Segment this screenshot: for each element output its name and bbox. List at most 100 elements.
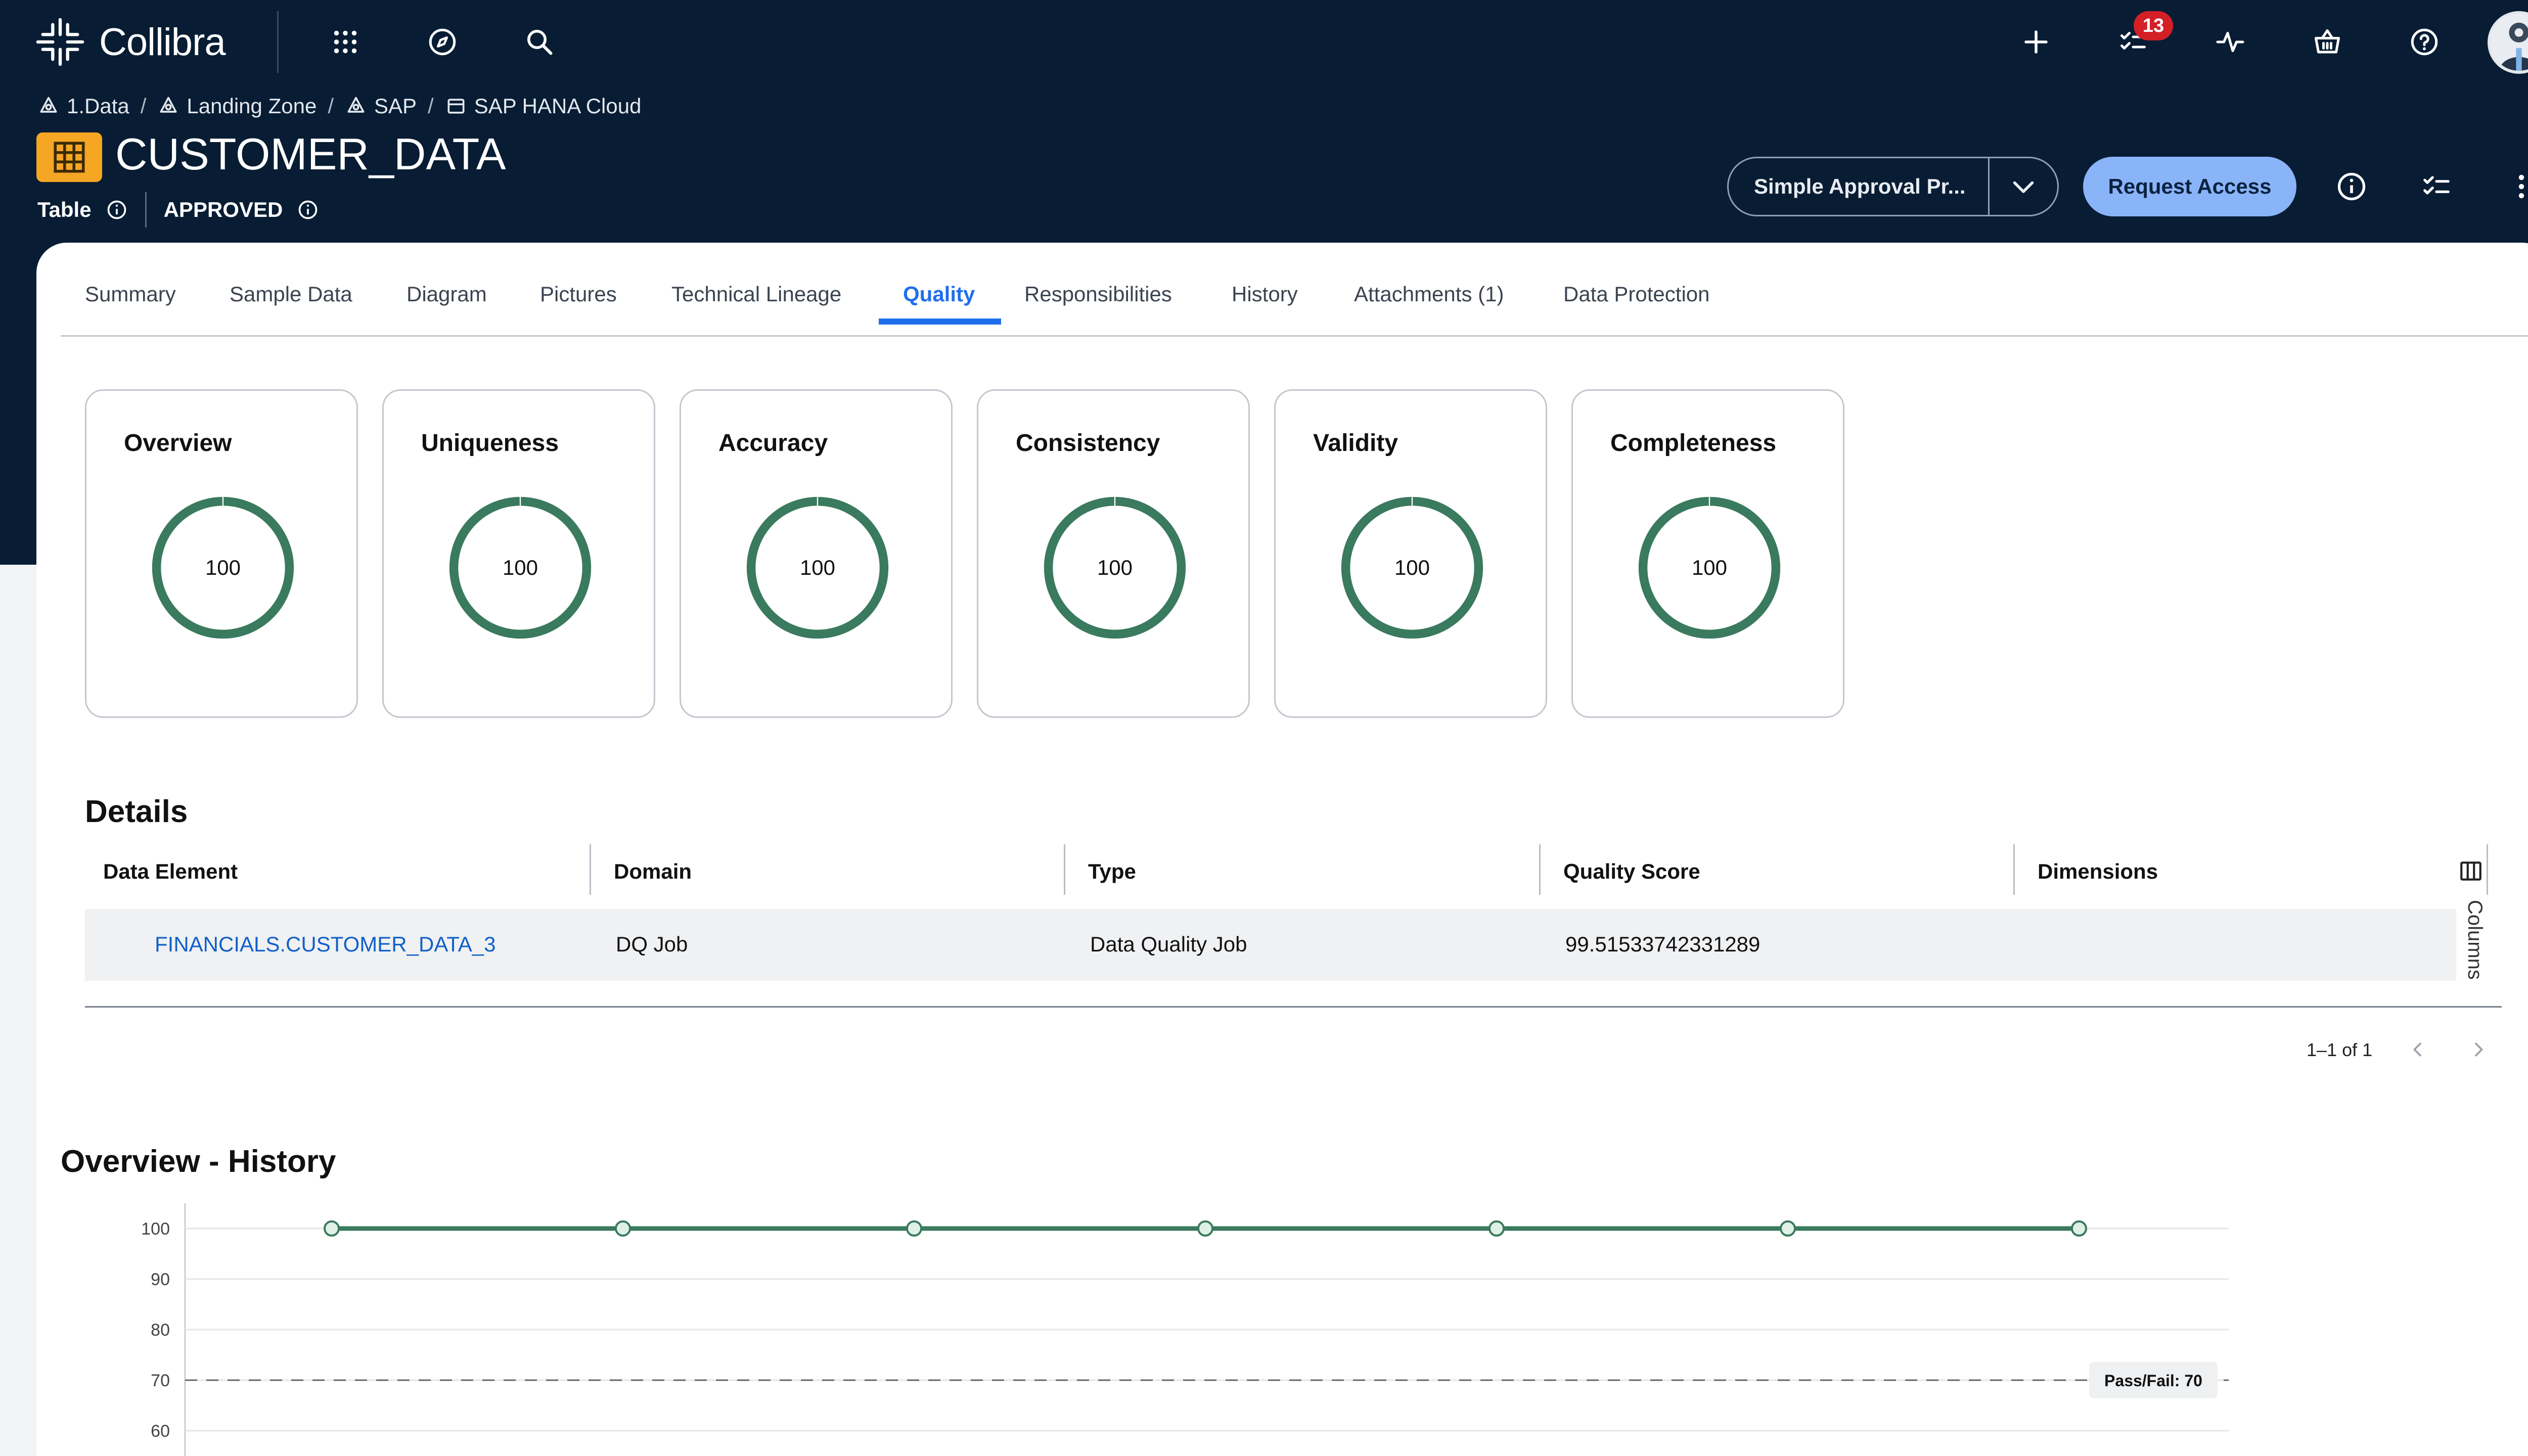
info-icon[interactable] — [297, 199, 319, 221]
table-row[interactable]: FINANCIALS.CUSTOMER_DATA_3 DQ Job Data Q… — [85, 909, 2456, 981]
metric-card-consistency[interactable]: Consistency 100 — [977, 389, 1250, 718]
metric-gauge — [1638, 496, 1781, 639]
column-header-type[interactable]: Type — [1088, 859, 1136, 883]
previous-page-button[interactable] — [2403, 1034, 2433, 1065]
metric-gauge — [746, 496, 889, 639]
y-tick-label: 100 — [141, 1219, 170, 1239]
tab-summary[interactable]: Summary — [85, 282, 176, 306]
tab-quality[interactable]: Quality — [903, 282, 975, 306]
tab-history[interactable]: History — [1232, 282, 1298, 306]
metric-card-validity[interactable]: Validity 100 — [1274, 389, 1547, 718]
community-icon — [40, 97, 57, 113]
help-icon[interactable] — [2406, 23, 2443, 61]
columns-panel-toggle[interactable]: Columns — [2464, 900, 2486, 980]
metric-title: Overview — [124, 430, 232, 457]
activity-icon[interactable] — [2211, 23, 2249, 61]
app-name: Collibra — [99, 20, 226, 64]
metric-title: Uniqueness — [421, 430, 559, 457]
metric-card-completeness[interactable]: Completeness 100 — [1571, 389, 1844, 718]
column-resize-handle[interactable] — [2487, 844, 2488, 895]
tab-pictures[interactable]: Pictures — [540, 282, 617, 306]
info-icon[interactable] — [2333, 168, 2370, 205]
tab-bar — [61, 275, 2528, 337]
data-element-link[interactable]: FINANCIALS.CUSTOMER_DATA_3 — [155, 932, 496, 956]
metric-value: 100 — [1394, 556, 1430, 579]
breadcrumb-item[interactable]: Landing Zone — [187, 94, 317, 118]
breadcrumb-item[interactable]: 1.Data — [67, 94, 129, 118]
metric-gauge — [152, 496, 294, 639]
metric-gauge — [1044, 496, 1186, 639]
apps-grid-icon[interactable] — [327, 23, 364, 61]
tasks-icon[interactable] — [2418, 168, 2455, 205]
compass-icon[interactable] — [424, 23, 461, 61]
top-navigation: Collibra 13 — [0, 0, 2528, 86]
content-card: Summary Sample Data Diagram Pictures Tec… — [36, 243, 2528, 1456]
workflow-divider — [1988, 157, 1990, 216]
table-cell-domain: DQ Job — [616, 932, 688, 956]
tab-responsibilities[interactable]: Responsibilities — [1024, 282, 1172, 306]
metric-title: Completeness — [1610, 430, 1777, 457]
data-point — [615, 1220, 631, 1237]
tab-data-protection[interactable]: Data Protection — [1563, 282, 1710, 306]
workflow-start-button[interactable]: Simple Approval Pr... — [1754, 174, 1966, 198]
tab-technical-lineage[interactable]: Technical Lineage — [671, 282, 842, 306]
column-resize-handle[interactable] — [1539, 844, 1541, 895]
data-point — [324, 1220, 340, 1237]
table-cell-quality-score: 99.51533742331289 — [1565, 932, 1760, 956]
collibra-logo[interactable]: Collibra — [35, 17, 226, 67]
chevron-down-icon — [2013, 181, 2034, 193]
notification-badge[interactable]: 13 — [2134, 11, 2173, 40]
column-header-domain[interactable]: Domain — [614, 859, 692, 883]
details-heading: Details — [85, 794, 188, 829]
metric-value: 100 — [1097, 556, 1133, 579]
breadcrumb-separator: / — [328, 94, 334, 118]
search-icon[interactable] — [521, 23, 558, 61]
metric-title: Validity — [1313, 430, 1398, 457]
pagination-label: 1–1 of 1 — [2307, 1039, 2373, 1060]
tab-sample-data[interactable]: Sample Data — [230, 282, 352, 306]
breadcrumb-item[interactable]: SAP HANA Cloud — [474, 94, 642, 118]
community-icon — [347, 97, 365, 113]
breadcrumb: 1.Data / Landing Zone / SAP / SAP HANA C… — [37, 94, 641, 118]
column-resize-handle[interactable] — [1064, 844, 1065, 895]
plus-icon[interactable] — [2017, 23, 2055, 61]
y-tick-label: 70 — [151, 1371, 170, 1390]
y-tick-label: 80 — [151, 1321, 170, 1340]
metric-gauge — [1341, 496, 1483, 639]
tab-diagram[interactable]: Diagram — [407, 282, 487, 306]
breadcrumb-item[interactable]: SAP — [374, 94, 417, 118]
more-options-icon[interactable] — [2503, 168, 2528, 205]
metric-card-accuracy[interactable]: Accuracy 100 — [680, 389, 953, 718]
table-cell-type: Data Quality Job — [1090, 932, 1247, 956]
workflow-dropdown-button[interactable] — [1990, 171, 2057, 202]
threshold-label: Pass/Fail: 70 — [2104, 1372, 2202, 1390]
request-access-button[interactable]: Request Access — [2083, 157, 2296, 216]
breadcrumb-separator: / — [428, 94, 434, 118]
status-badge[interactable]: APPROVED — [163, 198, 283, 221]
data-point — [2071, 1220, 2087, 1237]
data-point — [1780, 1220, 1796, 1237]
data-point — [906, 1220, 922, 1237]
metric-card-overview[interactable]: Overview 100 — [85, 389, 358, 718]
metric-value: 100 — [205, 556, 241, 579]
table-header: Data Element Domain Type Quality Score D… — [85, 844, 2502, 897]
asset-type[interactable]: Table — [37, 198, 92, 221]
metric-value: 100 — [502, 556, 538, 579]
user-avatar[interactable] — [2488, 11, 2528, 74]
metric-value: 100 — [799, 556, 836, 579]
column-header-data-element[interactable]: Data Element — [103, 859, 238, 883]
info-icon[interactable] — [106, 199, 128, 221]
basket-icon[interactable] — [2309, 23, 2346, 61]
metric-card-uniqueness[interactable]: Uniqueness 100 — [382, 389, 655, 718]
tab-attachments[interactable]: Attachments (1) — [1354, 282, 1504, 306]
data-point — [1488, 1220, 1505, 1237]
next-page-button[interactable] — [2463, 1034, 2494, 1065]
column-header-quality-score[interactable]: Quality Score — [1563, 859, 1700, 883]
metric-gauge — [449, 496, 592, 639]
column-resize-handle[interactable] — [2013, 844, 2015, 895]
column-header-dimensions[interactable]: Dimensions — [2038, 859, 2158, 883]
columns-icon[interactable] — [2458, 858, 2484, 884]
breadcrumb-separator: / — [140, 94, 147, 118]
column-resize-handle[interactable] — [590, 844, 591, 895]
history-heading: Overview - History — [61, 1144, 336, 1179]
